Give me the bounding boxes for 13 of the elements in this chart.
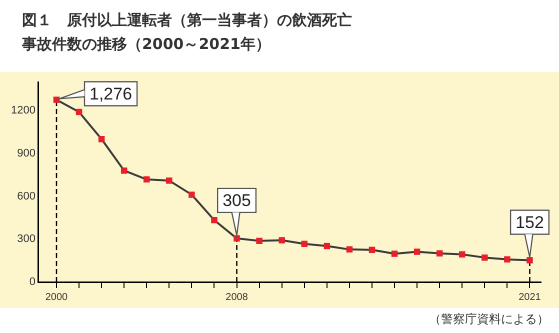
y-tick-label: 600	[17, 190, 36, 202]
text: （警察庁資料による）	[429, 311, 549, 328]
y-tick-label: 300	[17, 233, 36, 246]
y-tick-label: 1200	[10, 104, 36, 117]
x-tick-label: 2000	[45, 292, 68, 303]
x-tick-label: 2021	[518, 292, 542, 303]
x-tick-label: 2008	[226, 292, 248, 303]
chart-title: 図１ 原付以上運転者（第一当事者）の飲酒死亡事故件数の推移（2000～2021年）	[22, 10, 353, 55]
data-label: 305	[222, 191, 251, 210]
data-label: 152	[516, 212, 544, 232]
y-tick-label: 900	[17, 147, 36, 160]
data-label: 1,276	[89, 84, 132, 104]
y-tick-label: 0	[29, 276, 36, 288]
